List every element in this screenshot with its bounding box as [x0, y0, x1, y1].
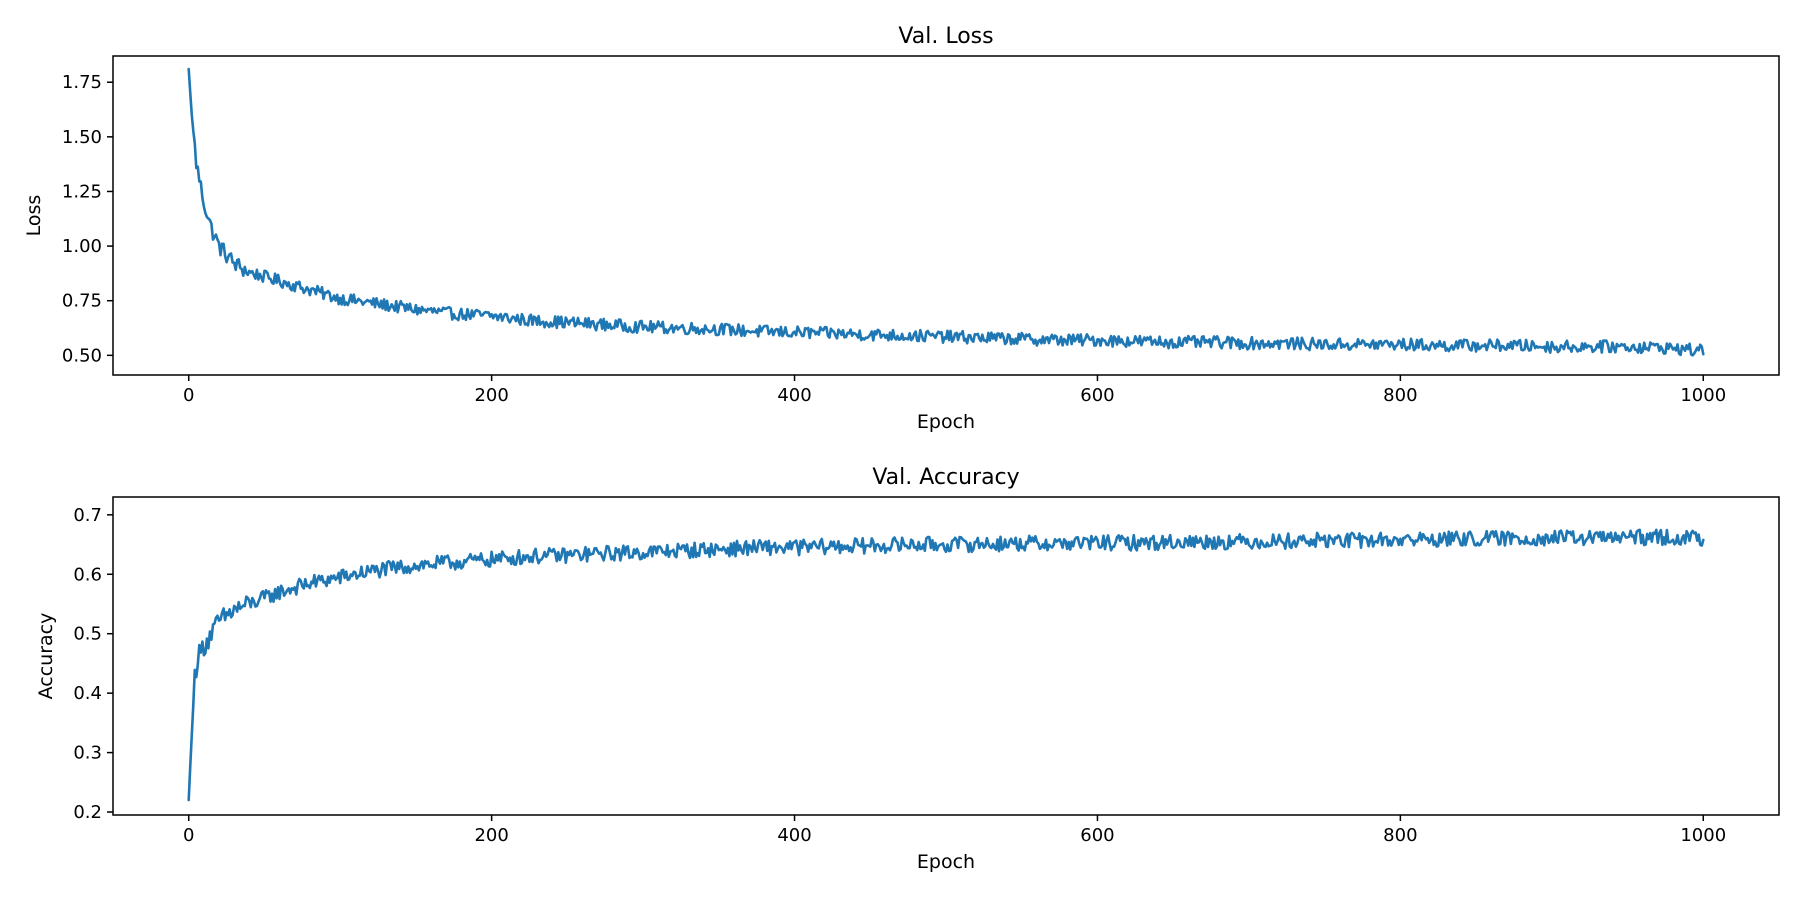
loss-y-tick-label: 0.50: [62, 345, 102, 366]
accuracy-x-axis-label: Epoch: [917, 851, 975, 873]
loss-x-tick-label: 1000: [1680, 385, 1726, 406]
loss-x-tick-label: 0: [183, 385, 194, 406]
loss-y-tick-label: 1.75: [62, 72, 102, 93]
accuracy-y-tick-label: 0.5: [73, 624, 102, 645]
accuracy-y-tick-label: 0.6: [73, 564, 102, 585]
accuracy-x-tick-label: 0: [183, 825, 194, 846]
accuracy-y-axis-label: Accuracy: [35, 613, 57, 700]
accuracy-chart-title: Val. Accuracy: [872, 465, 1019, 490]
loss-x-axis-label: Epoch: [917, 411, 975, 433]
loss-y-tick-label: 1.00: [62, 236, 102, 257]
accuracy-y-tick-label: 0.7: [73, 505, 102, 526]
loss-x-tick-label: 600: [1080, 385, 1114, 406]
loss-chart: Val. Loss 0 200 400 600 800 1000 0.50 0.75 1.00 1.…: [23, 24, 1780, 433]
accuracy-x-tick-label: 800: [1383, 825, 1417, 846]
accuracy-y-tick-label: 0.3: [73, 743, 102, 764]
accuracy-x-tick-label: 200: [474, 825, 508, 846]
loss-chart-title: Val. Loss: [898, 24, 993, 49]
accuracy-plot-frame: [112, 496, 1780, 816]
loss-y-axis-label: Loss: [23, 195, 45, 237]
loss-plot-frame: [112, 55, 1780, 376]
accuracy-x-tick-label: 400: [777, 825, 811, 846]
loss-series-line: [187, 67, 1705, 357]
loss-x-tick-label: 800: [1383, 385, 1417, 406]
loss-y-tick-label: 1.25: [62, 181, 102, 202]
accuracy-x-tick-label: 600: [1080, 825, 1114, 846]
accuracy-y-tick-label: 0.2: [73, 802, 102, 823]
accuracy-x-tick-label: 1000: [1680, 825, 1726, 846]
accuracy-chart: Val. Accuracy 0 200 400 600 800 1000 0.2 0.3 0.4 0…: [35, 465, 1780, 873]
accuracy-y-tick-label: 0.4: [73, 683, 102, 704]
loss-x-tick-label: 200: [474, 385, 508, 406]
loss-y-tick-label: 1.50: [62, 127, 102, 148]
loss-y-tick-label: 0.75: [62, 291, 102, 312]
loss-x-tick-label: 400: [777, 385, 811, 406]
accuracy-series-line: [187, 528, 1705, 802]
